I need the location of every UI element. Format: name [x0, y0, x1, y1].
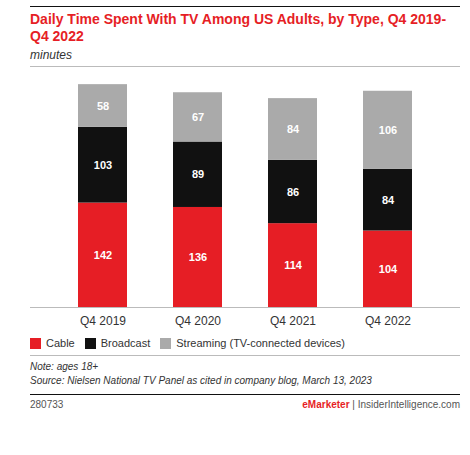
svg-text:104: 104 — [379, 263, 398, 275]
svg-text:86: 86 — [287, 186, 299, 198]
html-text:280733: 280733 — [30, 399, 64, 410]
svg-text:114: 114 — [284, 259, 303, 271]
html-text:Streaming (TV-connected device: Streaming (TV-connected devices) — [176, 337, 345, 349]
svg-text:Q4 2021: Q4 2021 — [270, 314, 316, 328]
html-text:eMarketer | InsiderIntelligenc: eMarketer | InsiderIntelligence.com — [302, 399, 460, 410]
svg-text:58: 58 — [97, 99, 109, 111]
svg-text:142: 142 — [94, 249, 112, 261]
html-text:Broadcast: Broadcast — [100, 337, 151, 349]
html-text:Daily Time Spent With TV Among: Daily Time Spent With TV Among US Adults… — [30, 11, 447, 44]
svg-text:136: 136 — [189, 251, 207, 263]
svg-text:84: 84 — [287, 123, 300, 135]
svg-text:89: 89 — [192, 168, 204, 180]
svg-text:Q4 2020: Q4 2020 — [175, 314, 221, 328]
svg-text:Q4 2022: Q4 2022 — [365, 314, 411, 328]
svg-text:Q4 2019: Q4 2019 — [80, 314, 126, 328]
html-text:Source: Nielsen National TV Pa: Source: Nielsen National TV Panel as cit… — [30, 375, 372, 386]
html-text:Note: ages 18+: Note: ages 18+ — [30, 361, 99, 372]
svg-text:103: 103 — [94, 159, 112, 171]
svg-text:67: 67 — [192, 111, 204, 123]
svg-text:84: 84 — [382, 194, 395, 206]
html-text:minutes: minutes — [30, 48, 72, 62]
svg-text:106: 106 — [379, 124, 397, 136]
html-text:Cable: Cable — [46, 337, 75, 349]
